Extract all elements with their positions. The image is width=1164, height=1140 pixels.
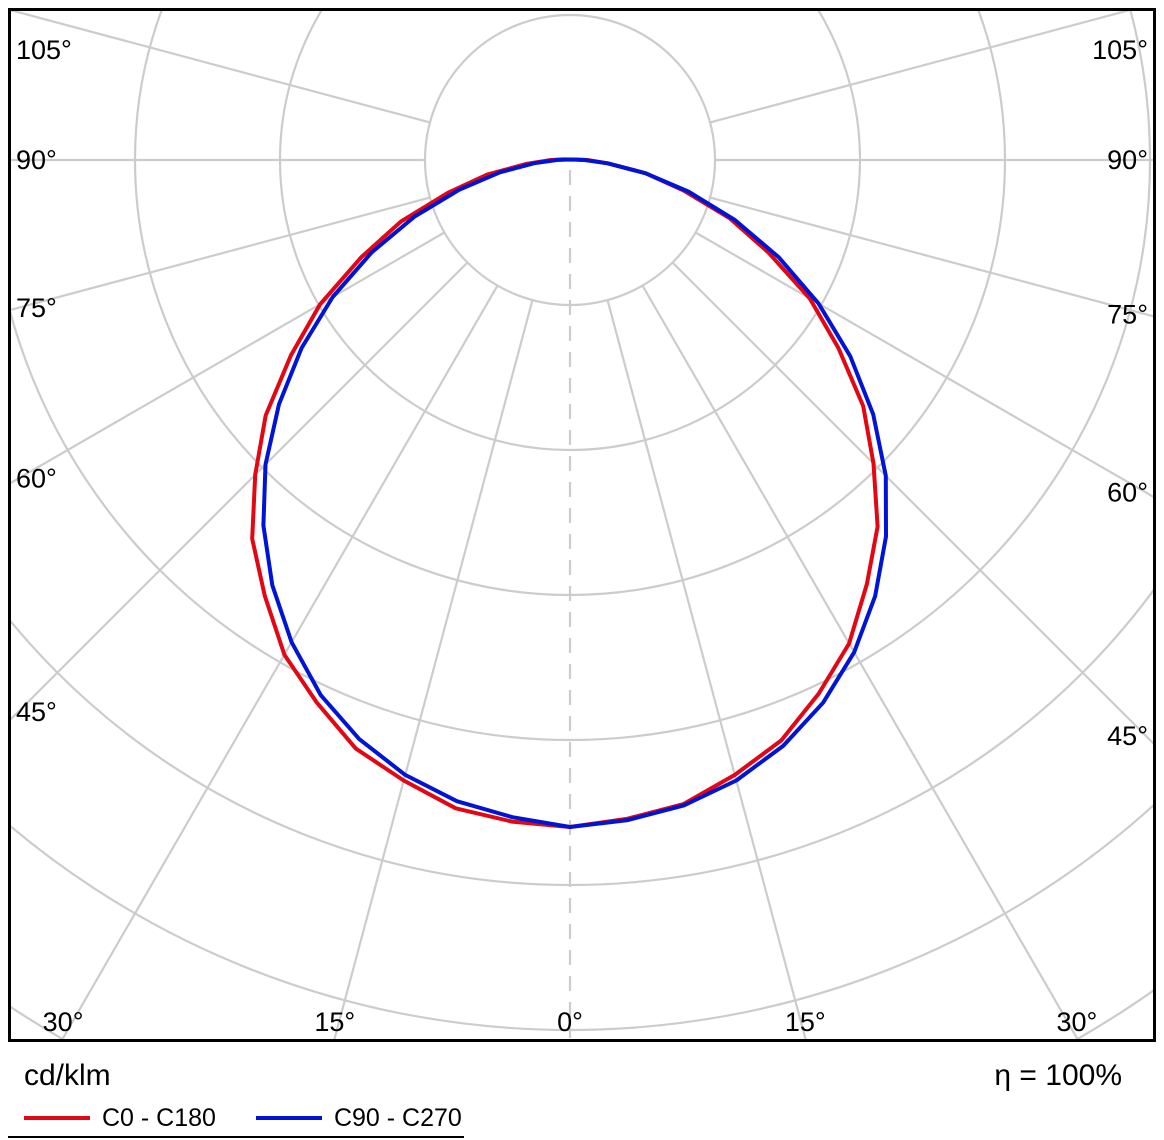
legend-line-c0-c180: [24, 1116, 90, 1120]
angle-label: 105°: [1092, 35, 1148, 65]
grid-radial: [333, 299, 534, 1039]
angle-label: 45°: [16, 697, 57, 727]
angle-label: 30°: [1056, 1007, 1097, 1037]
legend-divider: [8, 1136, 464, 1138]
grid-radial: [709, 11, 1131, 124]
grid-radial: [11, 196, 431, 311]
angle-label: 75°: [16, 293, 57, 323]
grid-ring: [11, 588, 1153, 886]
angle-label: 60°: [16, 464, 57, 494]
grid-radial: [11, 231, 445, 485]
angle-label: 0°: [557, 1007, 583, 1037]
angle-label: 75°: [1107, 299, 1148, 329]
grid-ring: [11, 803, 1153, 1031]
grid-radial: [11, 11, 431, 124]
unit-label: cd/klm: [24, 1059, 111, 1092]
curve-c90-c270: [261, 157, 888, 829]
grid-radial: [641, 285, 1079, 1039]
legend: C0 - C180 C90 - C270: [24, 1104, 462, 1132]
angle-label: 90°: [16, 145, 57, 175]
efficiency-label: η = 100%: [994, 1059, 1122, 1092]
grid-radial: [671, 261, 1153, 745]
angle-label: 15°: [314, 1007, 355, 1037]
grid-radial: [695, 231, 1153, 498]
legend-label-c90-c270: C90 - C270: [333, 1104, 462, 1132]
plot-frame: [8, 8, 1156, 1042]
legend-label-c0-c180: C0 - C180: [102, 1104, 216, 1132]
angle-label: 60°: [1107, 478, 1148, 508]
legend-line-c90-c270: [255, 1116, 322, 1120]
angle-label: 90°: [1107, 145, 1148, 175]
angle-label: 105°: [16, 35, 72, 65]
grid-ring: [11, 11, 1151, 741]
grid-radial: [61, 285, 499, 1039]
angle-label: 30°: [43, 1007, 84, 1037]
grid-radial: [11, 261, 469, 721]
grid-radial: [709, 196, 1153, 318]
angle-label: 15°: [785, 1007, 826, 1037]
grid-radial: [606, 299, 807, 1039]
angle-label: 45°: [1107, 721, 1148, 751]
